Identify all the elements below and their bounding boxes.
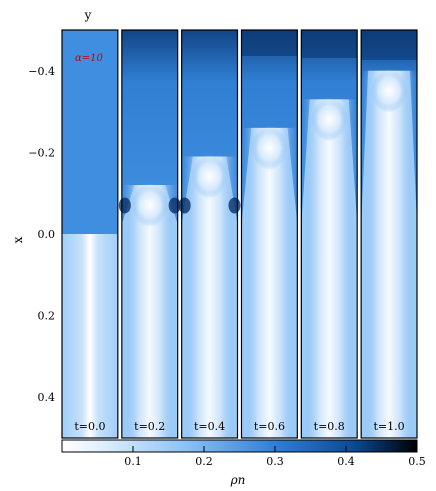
heatmap-panels: t=0.0 t=0.2 t=0.4 t=0.6 t=0.8 t=1.0 [61,29,418,439]
plume-core [361,70,417,439]
panel-time-label: t=1.0 [374,420,405,433]
colorbar-tick-label: 0.3 [266,455,284,468]
panel-frame [300,29,358,439]
lower-region [62,234,118,438]
plume-core [241,127,298,439]
plume-head [131,183,168,228]
panel-frame [61,29,119,439]
panel: t=0.4 [178,29,241,439]
alpha-annotation: α=10 [75,53,103,64]
colorbar-tick-label: 0.2 [195,455,213,468]
y-tick-label: 0.0 [38,228,56,241]
panel-frame [181,29,239,439]
colorbar-tick-label: 0.5 [408,455,426,468]
vortex-left [118,197,131,214]
panel-time-label: t=0.8 [314,420,345,433]
y-axis-ticks: −0.4 −0.2 0.0 0.2 0.4 [28,65,55,404]
plume-head [371,68,407,113]
y-tick-label: −0.4 [28,65,55,78]
top-dark-band [241,30,298,56]
y-tick-label: 0.4 [38,391,56,404]
vortex-right [228,197,241,214]
top-dark-band [301,30,358,58]
x-axis-label: y [84,8,92,22]
plume-core [121,185,178,438]
colorbar-ticks: 0.1 0.2 0.3 0.4 0.5 [124,446,426,468]
vortex-left [178,197,191,214]
colorbar-tick-label: 0.1 [124,455,142,468]
panel-frame [240,29,298,439]
colorbar-tick-label: 0.4 [337,455,355,468]
panel: t=0.8 [300,29,358,439]
panel: t=1.0 [360,29,418,439]
colorbar [61,439,418,453]
panel-time-label: t=0.0 [74,420,105,433]
plume-head [251,125,288,170]
panel: t=0.6 [240,29,298,439]
colorbar-label: ρn [230,473,246,487]
upper-region [62,30,118,234]
plume-head [311,97,348,142]
panel: t=0.2 [118,29,181,439]
panel-frame [360,29,418,439]
plume-head [191,154,228,199]
y-tick-label: −0.2 [28,146,55,159]
panel-time-label: t=0.2 [134,420,165,433]
top-dark-band [361,30,417,60]
plume-core [181,156,238,439]
panel-time-label: t=0.4 [194,420,225,433]
y-axis-label: x [11,236,25,243]
panel-time-label: t=0.6 [254,420,285,433]
panel-frame [121,29,179,439]
panel: t=0.0 [61,29,119,439]
plume-core [301,99,358,439]
y-tick-label: 0.2 [38,310,56,323]
